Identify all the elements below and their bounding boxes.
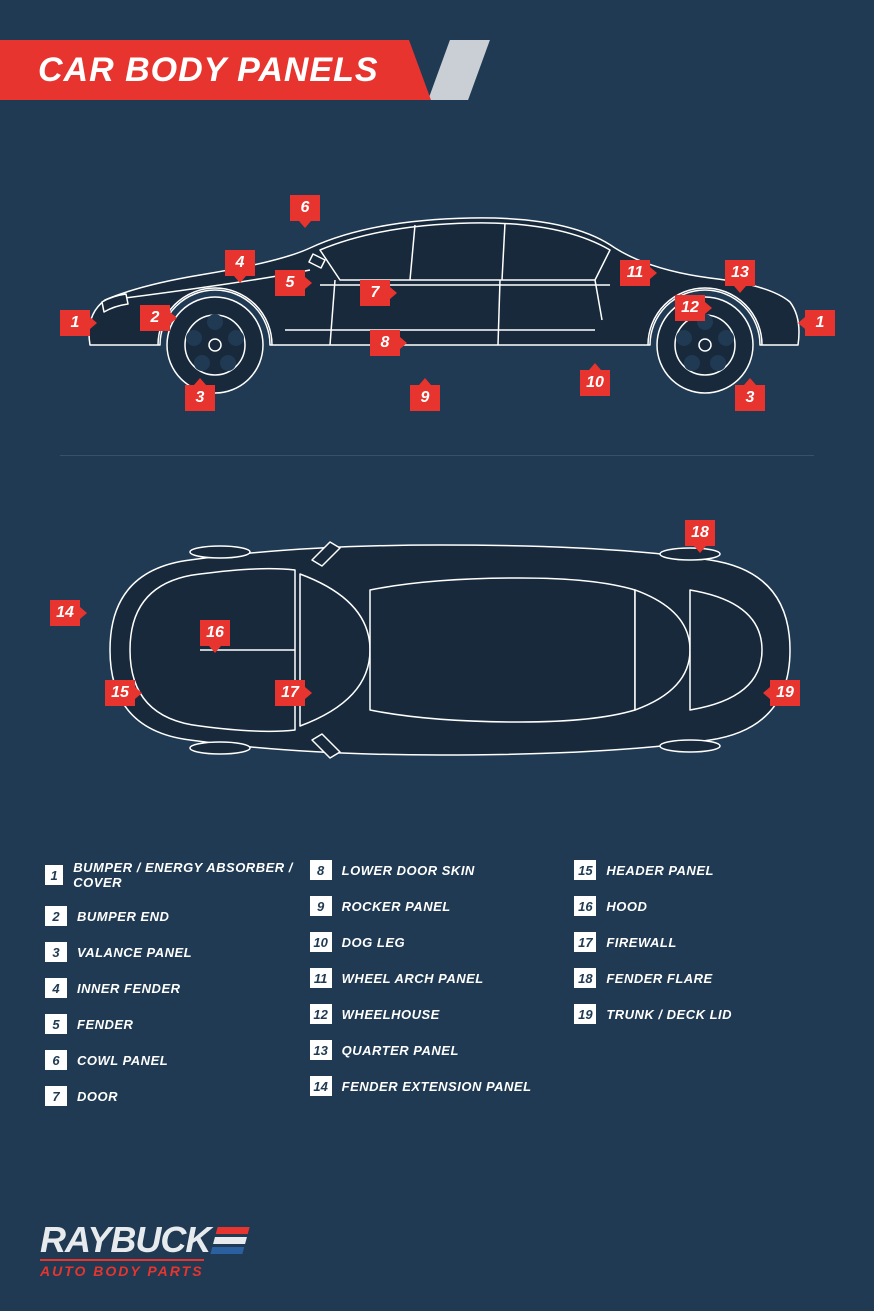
legend-label: FENDER EXTENSION PANEL <box>342 1079 532 1094</box>
legend-num: 13 <box>310 1040 332 1060</box>
legend-num: 11 <box>310 968 332 988</box>
marker-8: 8 <box>370 330 400 356</box>
legend-num: 16 <box>574 896 596 916</box>
legend-num: 4 <box>45 978 67 998</box>
legend-column: 8 LOWER DOOR SKIN 9 ROCKER PANEL 10 DOG LEG 11… <box>310 860 565 1106</box>
legend-num: 2 <box>45 906 67 926</box>
legend-item: 4 INNER FENDER <box>45 978 300 998</box>
legend-label: ROCKER PANEL <box>342 899 451 914</box>
legend-num: 19 <box>574 1004 596 1024</box>
title-banner: CAR BODY PANELS <box>0 40 409 100</box>
legend-item: 18 FENDER FLARE <box>574 968 829 988</box>
legend-num: 6 <box>45 1050 67 1070</box>
marker-3: 3 <box>185 385 215 411</box>
car-top-diagram: 14 15 16 17 18 19 <box>50 490 824 810</box>
marker-17: 17 <box>275 680 305 706</box>
legend: 1 BUMPER / ENERGY ABSORBER / COVER 2 BUMPER… <box>45 860 829 1106</box>
legend-label: TRUNK / DECK LID <box>606 1007 732 1022</box>
legend-column: 1 BUMPER / ENERGY ABSORBER / COVER 2 BUMPER… <box>45 860 300 1106</box>
legend-num: 1 <box>45 865 63 885</box>
legend-num: 17 <box>574 932 596 952</box>
legend-label: HEADER PANEL <box>606 863 714 878</box>
legend-item: 15 HEADER PANEL <box>574 860 829 880</box>
legend-item: 19 TRUNK / DECK LID <box>574 1004 829 1024</box>
marker-7: 7 <box>360 280 390 306</box>
legend-num: 9 <box>310 896 332 916</box>
legend-num: 12 <box>310 1004 332 1024</box>
marker-6: 6 <box>290 195 320 221</box>
legend-num: 5 <box>45 1014 67 1034</box>
marker-16: 16 <box>200 620 230 646</box>
legend-label: INNER FENDER <box>77 981 181 996</box>
marker-1: 1 <box>60 310 90 336</box>
legend-label: LOWER DOOR SKIN <box>342 863 475 878</box>
marker-19: 19 <box>770 680 800 706</box>
legend-num: 8 <box>310 860 332 880</box>
legend-item: 2 BUMPER END <box>45 906 300 926</box>
legend-label: DOOR <box>77 1089 118 1104</box>
legend-item: 8 LOWER DOOR SKIN <box>310 860 565 880</box>
legend-item: 12 WHEELHOUSE <box>310 1004 565 1024</box>
title-grey-accent <box>428 40 490 100</box>
marker-12: 12 <box>675 295 705 321</box>
legend-label: FENDER <box>77 1017 133 1032</box>
brand-logo: RAYBUCK AUTO BODY PARTS <box>40 1219 246 1281</box>
legend-item: 17 FIREWALL <box>574 932 829 952</box>
legend-label: BUMPER / ENERGY ABSORBER / COVER <box>73 860 299 890</box>
page-title: CAR BODY PANELS <box>38 51 379 90</box>
legend-label: FENDER FLARE <box>606 971 712 986</box>
stripes-icon <box>211 1227 250 1254</box>
legend-item: 16 HOOD <box>574 896 829 916</box>
legend-label: BUMPER END <box>77 909 169 924</box>
title-red-bg: CAR BODY PANELS <box>0 40 409 100</box>
legend-num: 18 <box>574 968 596 988</box>
legend-label: WHEELHOUSE <box>342 1007 440 1022</box>
legend-item: 14 FENDER EXTENSION PANEL <box>310 1076 565 1096</box>
legend-item: 5 FENDER <box>45 1014 300 1034</box>
car-side-diagram: 1234567891011121313 <box>50 170 824 430</box>
marker-2: 2 <box>140 305 170 331</box>
legend-item: 11 WHEEL ARCH PANEL <box>310 968 565 988</box>
legend-column: 15 HEADER PANEL 16 HOOD 17 FIREWALL 18 FENDER F… <box>574 860 829 1106</box>
legend-label: QUARTER PANEL <box>342 1043 459 1058</box>
marker-1: 1 <box>805 310 835 336</box>
brand-tagline: AUTO BODY PARTS <box>40 1259 204 1279</box>
legend-item: 10 DOG LEG <box>310 932 565 952</box>
legend-num: 10 <box>310 932 332 952</box>
legend-label: VALANCE PANEL <box>77 945 192 960</box>
marker-5: 5 <box>275 270 305 296</box>
marker-15: 15 <box>105 680 135 706</box>
legend-label: WHEEL ARCH PANEL <box>342 971 484 986</box>
divider <box>60 455 814 456</box>
legend-num: 3 <box>45 942 67 962</box>
legend-num: 7 <box>45 1086 67 1106</box>
legend-label: FIREWALL <box>606 935 676 950</box>
brand-name-row: RAYBUCK <box>40 1219 246 1261</box>
legend-item: 6 COWL PANEL <box>45 1050 300 1070</box>
legend-label: COWL PANEL <box>77 1053 168 1068</box>
legend-item: 13 QUARTER PANEL <box>310 1040 565 1060</box>
marker-14: 14 <box>50 600 80 626</box>
marker-9: 9 <box>410 385 440 411</box>
marker-10: 10 <box>580 370 610 396</box>
legend-item: 9 ROCKER PANEL <box>310 896 565 916</box>
legend-num: 14 <box>310 1076 332 1096</box>
marker-4: 4 <box>225 250 255 276</box>
brand-name: RAYBUCK <box>40 1219 210 1261</box>
marker-3: 3 <box>735 385 765 411</box>
legend-item: 1 BUMPER / ENERGY ABSORBER / COVER <box>45 860 300 890</box>
marker-18: 18 <box>685 520 715 546</box>
legend-label: DOG LEG <box>342 935 405 950</box>
marker-13: 13 <box>725 260 755 286</box>
legend-item: 3 VALANCE PANEL <box>45 942 300 962</box>
legend-item: 7 DOOR <box>45 1086 300 1106</box>
marker-11: 11 <box>620 260 650 286</box>
legend-label: HOOD <box>606 899 647 914</box>
legend-num: 15 <box>574 860 596 880</box>
